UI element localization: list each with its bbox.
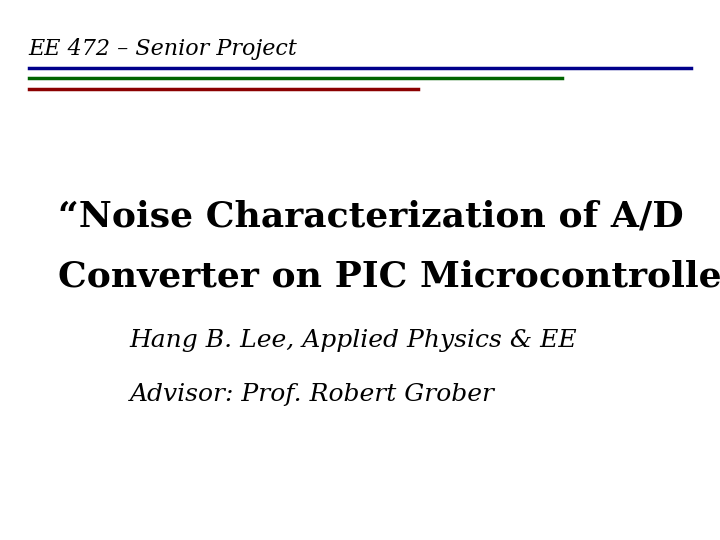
Text: EE 472 – Senior Project: EE 472 – Senior Project: [29, 38, 297, 60]
Text: Hang B. Lee, Applied Physics & EE: Hang B. Lee, Applied Physics & EE: [130, 329, 577, 353]
Text: Converter on PIC Microcontroller”: Converter on PIC Microcontroller”: [58, 259, 720, 293]
Text: “Noise Characterization of A/D: “Noise Characterization of A/D: [58, 200, 683, 234]
Text: Advisor: Prof. Robert Grober: Advisor: Prof. Robert Grober: [130, 383, 495, 407]
